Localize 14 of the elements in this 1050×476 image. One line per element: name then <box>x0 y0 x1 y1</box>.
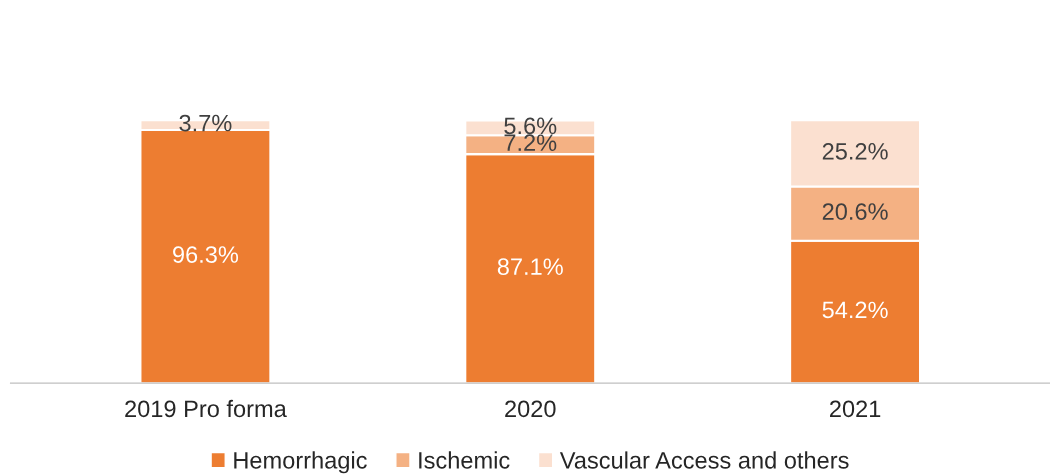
x-tick-label: 2021 <box>830 400 881 418</box>
data-label: 20.6% <box>822 203 888 220</box>
data-label: 25.2% <box>822 142 888 160</box>
legend-label: Ischemic <box>419 451 510 469</box>
data-label: 7.2% <box>504 134 557 151</box>
data-label: 54.2% <box>822 301 888 319</box>
data-label: 5.6% <box>504 117 557 135</box>
legend-label: Vascular Access and others <box>559 451 849 469</box>
legend-label: Hemorrhagic <box>234 451 367 474</box>
data-label: 3.7% <box>179 114 232 132</box>
x-tick-label: 2019 Pro forma <box>125 399 287 418</box>
data-label: 96.3% <box>173 246 239 263</box>
x-tick-label: 2020 <box>505 400 556 418</box>
data-label: 87.1% <box>497 258 563 276</box>
